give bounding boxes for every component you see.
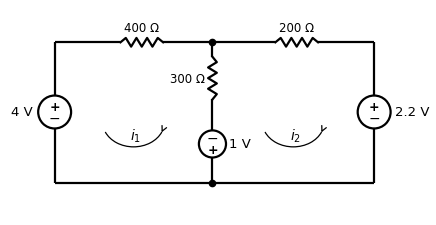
Text: 300 Ω: 300 Ω — [170, 72, 205, 85]
Text: 200 Ω: 200 Ω — [279, 21, 314, 34]
Text: −: − — [207, 132, 218, 146]
Text: 400 Ω: 400 Ω — [124, 21, 159, 34]
Text: −: − — [368, 111, 380, 125]
Text: 4 V: 4 V — [10, 106, 32, 119]
Text: 1 V: 1 V — [229, 138, 251, 151]
Text: $i_1$: $i_1$ — [130, 127, 141, 144]
Text: $i_2$: $i_2$ — [290, 127, 301, 144]
Text: 2.2 V: 2.2 V — [395, 106, 430, 119]
Text: +: + — [49, 100, 60, 113]
Text: −: − — [49, 111, 61, 125]
Text: +: + — [369, 100, 379, 113]
Text: +: + — [207, 144, 218, 157]
